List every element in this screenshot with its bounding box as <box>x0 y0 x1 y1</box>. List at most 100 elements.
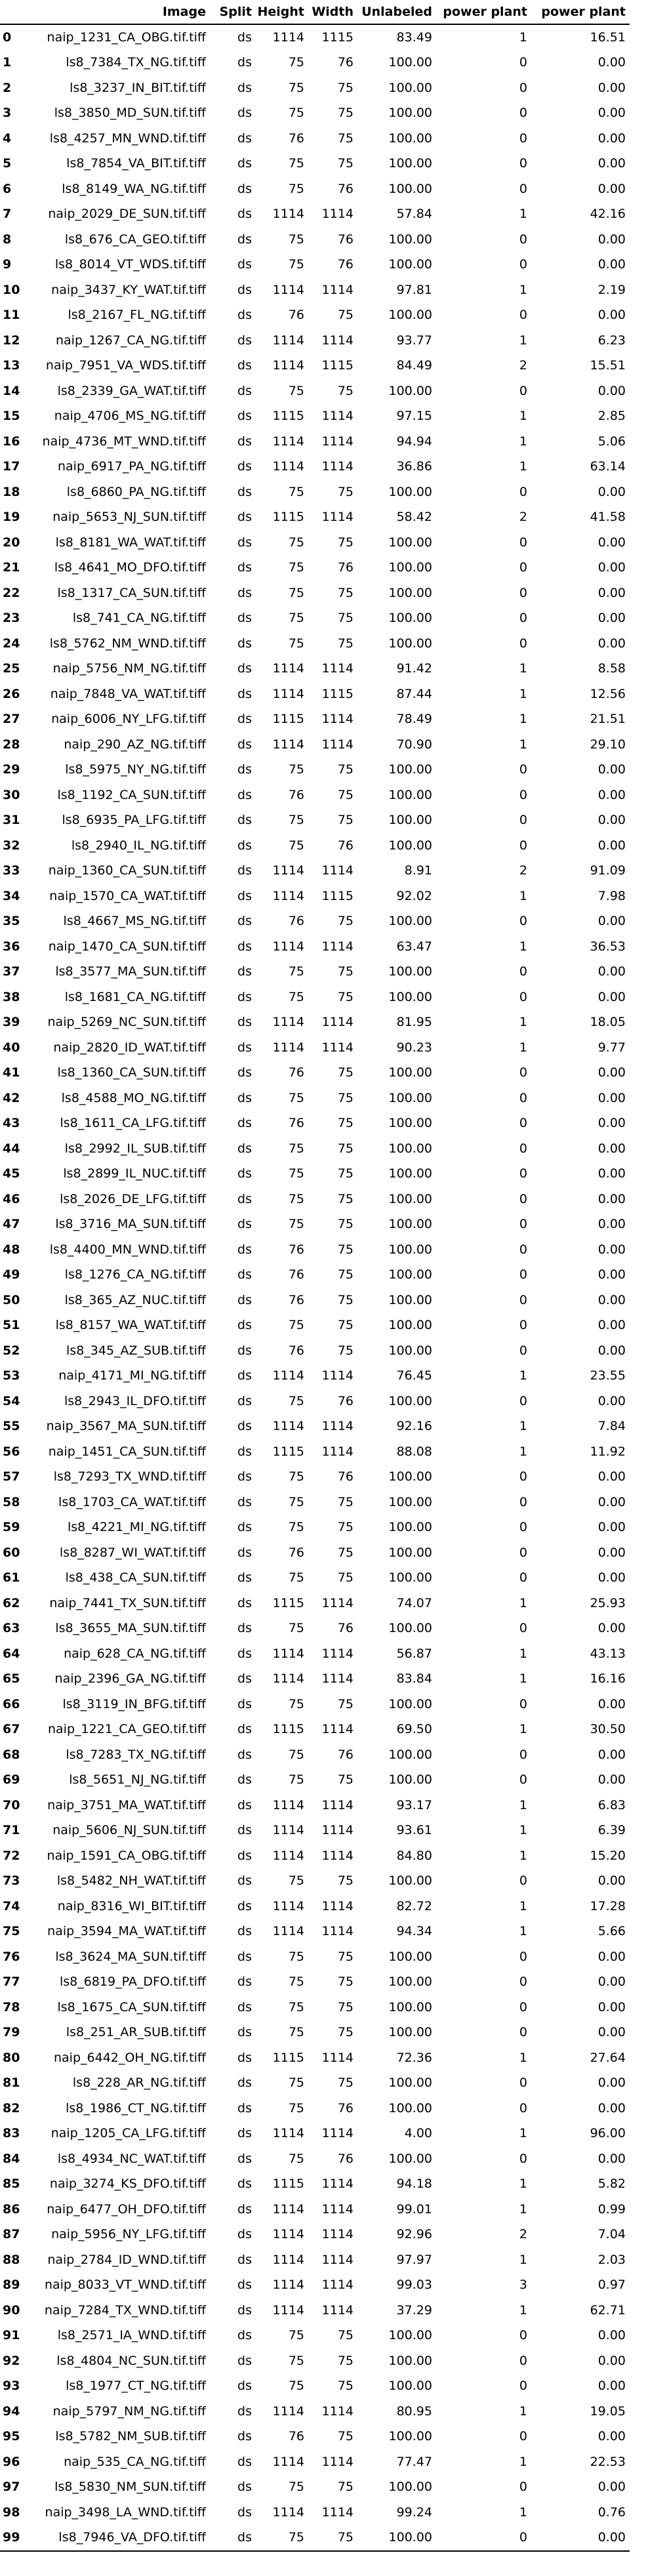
split-cell: ds <box>237 1823 252 1838</box>
height-cell: 76 <box>288 1292 304 1307</box>
row-index: 87 <box>3 2227 20 2242</box>
height-cell: 1115 <box>272 2050 304 2065</box>
split-cell: ds <box>237 1444 252 1459</box>
power-plant-count-cell: 0 <box>519 787 527 802</box>
image-cell: ls8_6860_PA_NG.tif.tiff <box>66 484 206 499</box>
image-cell: ls8_1675_CA_SUN.tif.tiff <box>57 1999 207 2014</box>
table-row: 55 naip_3567_MA_SUN.tif.tiff ds 1114 1114 92.… <box>0 1414 630 1440</box>
power-plant-count-cell: 0 <box>519 1949 527 1964</box>
unlabeled-cell: 100.00 <box>388 1267 432 1282</box>
unlabeled-cell: 100.00 <box>388 1166 432 1181</box>
width-cell: 1114 <box>321 207 353 222</box>
power-plant-percent-cell: 0.99 <box>597 2201 626 2217</box>
power-plant-count-cell: 1 <box>519 207 527 222</box>
unlabeled-cell: 100.00 <box>388 914 432 929</box>
power-plant-percent-cell: 0.00 <box>597 257 626 272</box>
split-cell: ds <box>237 1267 252 1282</box>
image-cell: naip_628_CA_NG.tif.tiff <box>64 1646 206 1661</box>
table-row: 75 naip_3594_MA_WAT.tif.tiff ds 1114 1114 94.… <box>0 1919 630 1945</box>
split-cell: ds <box>237 535 252 550</box>
row-index: 50 <box>3 1292 20 1307</box>
height-cell: 1114 <box>272 939 304 954</box>
power-plant-percent-cell: 0.00 <box>597 585 626 600</box>
power-plant-count-cell: 0 <box>519 964 527 979</box>
width-cell: 75 <box>337 1772 353 1788</box>
row-index: 29 <box>3 762 20 777</box>
table-row: 51 ls8_8157_WA_WAT.tif.tiff ds 75 75 100.00 0 0… <box>0 1313 630 1339</box>
row-index: 43 <box>3 1116 20 1131</box>
table-row: 91 ls8_2571_IA_WND.tif.tiff ds 75 75 100.00 0 0… <box>0 2323 630 2349</box>
height-cell: 75 <box>288 2075 304 2091</box>
unlabeled-cell: 69.50 <box>396 1722 432 1737</box>
row-index: 93 <box>3 2379 20 2394</box>
unlabeled-cell: 100.00 <box>388 257 432 272</box>
power-plant-count-cell: 0 <box>519 1343 527 1358</box>
height-cell: 75 <box>288 2328 304 2343</box>
split-cell: ds <box>237 2353 252 2368</box>
power-plant-percent-cell: 0.00 <box>597 2025 626 2040</box>
table-row: 94 naip_5797_NM_NG.tif.tiff ds 1114 1114 80.9… <box>0 2399 630 2424</box>
row-index: 52 <box>3 1343 20 1358</box>
height-cell: 75 <box>288 989 304 1004</box>
power-plant-percent-cell: 0.00 <box>597 1318 626 1333</box>
image-cell: naip_1470_CA_SUN.tif.tiff <box>48 939 206 954</box>
height-cell: 1114 <box>272 1797 304 1812</box>
image-cell: ls8_6819_PA_DFO.tif.tiff <box>59 1974 206 1990</box>
split-cell: ds <box>237 2302 252 2318</box>
height-cell: 1114 <box>272 661 304 676</box>
height-cell: 1114 <box>272 1898 304 1913</box>
height-cell: 1115 <box>272 2177 304 2192</box>
height-cell: 75 <box>288 1090 304 1105</box>
row-index: 13 <box>3 358 20 373</box>
row-index: 69 <box>3 1772 20 1788</box>
split-cell: ds <box>237 1747 252 1762</box>
row-index: 75 <box>3 1924 20 1939</box>
height-cell: 75 <box>288 156 304 171</box>
power-plant-count-cell: 1 <box>519 2302 527 2318</box>
power-plant-percent-cell: 0.00 <box>597 1090 626 1105</box>
table-row: 70 naip_3751_MA_WAT.tif.tiff ds 1114 1114 93.… <box>0 1793 630 1818</box>
power-plant-count-cell: 0 <box>519 80 527 95</box>
height-cell: 75 <box>288 1141 304 1156</box>
row-index: 14 <box>3 383 20 398</box>
height-cell: 1114 <box>272 1419 304 1434</box>
table-row: 41 ls8_1360_CA_SUN.tif.tiff ds 76 75 100.00 0 0… <box>0 1061 630 1086</box>
split-cell: ds <box>237 333 252 348</box>
header-index <box>0 0 33 25</box>
table-row: 88 naip_2784_ID_WND.tif.tiff ds 1114 1114 97.… <box>0 2247 630 2273</box>
split-cell: ds <box>237 1419 252 1434</box>
width-cell: 75 <box>337 1570 353 1585</box>
width-cell: 76 <box>337 181 353 196</box>
row-index: 73 <box>3 1873 20 1889</box>
split-cell: ds <box>237 1292 252 1307</box>
height-cell: 1114 <box>272 1646 304 1661</box>
image-cell: ls8_1360_CA_SUN.tif.tiff <box>57 1065 207 1080</box>
unlabeled-cell: 100.00 <box>388 535 432 550</box>
split-cell: ds <box>237 1469 252 1484</box>
power-plant-count-cell: 1 <box>519 661 527 676</box>
power-plant-percent-cell: 0.00 <box>597 1999 626 2014</box>
height-cell: 76 <box>288 2429 304 2444</box>
table-header: Image Split Height Width Unlabeled power… <box>0 0 630 25</box>
split-cell: ds <box>237 1924 252 1939</box>
width-cell: 75 <box>337 383 353 398</box>
power-plant-percent-cell: 0.00 <box>597 2328 626 2343</box>
row-index: 80 <box>3 2050 20 2065</box>
table-row: 3 ls8_3850_MD_SUN.tif.tiff ds 75 75 100.00 0 0.… <box>0 101 630 127</box>
height-cell: 76 <box>288 1116 304 1131</box>
image-cell: ls8_8149_WA_NG.tif.tiff <box>62 181 206 196</box>
row-index: 9 <box>3 257 12 272</box>
split-cell: ds <box>237 80 252 95</box>
height-cell: 1114 <box>272 207 304 222</box>
height-cell: 75 <box>288 838 304 853</box>
power-plant-count-cell: 0 <box>519 1873 527 1889</box>
power-plant-percent-cell: 23.55 <box>590 1368 626 1383</box>
row-index: 82 <box>3 2100 20 2116</box>
split-cell: ds <box>237 1671 252 1687</box>
image-cell: naip_4706_MS_NG.tif.tiff <box>54 409 206 424</box>
unlabeled-cell: 100.00 <box>388 1772 432 1788</box>
split-cell: ds <box>237 1797 252 1812</box>
height-cell: 1114 <box>272 2403 304 2419</box>
width-cell: 1114 <box>321 2227 353 2242</box>
unlabeled-cell: 100.00 <box>388 1545 432 1560</box>
